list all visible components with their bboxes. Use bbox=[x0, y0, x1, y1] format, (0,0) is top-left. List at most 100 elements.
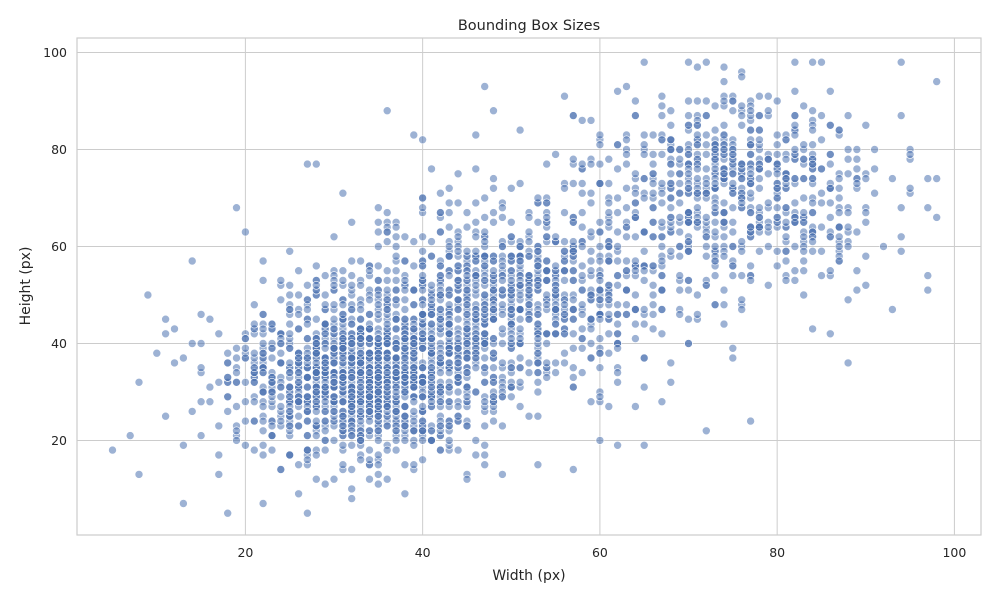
data-point bbox=[329, 358, 339, 368]
data-point bbox=[400, 232, 410, 242]
data-point bbox=[719, 319, 729, 329]
data-point bbox=[604, 154, 614, 164]
data-point bbox=[258, 387, 268, 397]
data-point bbox=[285, 421, 295, 431]
data-point bbox=[196, 339, 206, 348]
data-point bbox=[843, 295, 853, 305]
data-point bbox=[329, 436, 339, 445]
data-point bbox=[418, 436, 427, 445]
data-point bbox=[294, 421, 303, 431]
data-point bbox=[613, 87, 622, 96]
data-point bbox=[232, 353, 241, 363]
data-point bbox=[542, 256, 552, 266]
data-point bbox=[524, 271, 534, 280]
data-point bbox=[710, 125, 720, 135]
data-point bbox=[586, 227, 596, 237]
data-point bbox=[701, 242, 711, 251]
data-point bbox=[648, 290, 658, 300]
data-point bbox=[639, 227, 649, 237]
data-point bbox=[196, 310, 206, 319]
data-point bbox=[480, 213, 490, 222]
data-point bbox=[436, 290, 445, 300]
data-point bbox=[382, 227, 392, 237]
data-point bbox=[311, 358, 321, 368]
data-point bbox=[311, 368, 321, 377]
data-point bbox=[241, 440, 250, 450]
data-point bbox=[338, 276, 348, 285]
data-point bbox=[648, 310, 658, 319]
data-point bbox=[498, 392, 507, 402]
data-point bbox=[834, 222, 844, 232]
data-point bbox=[586, 198, 596, 208]
data-point bbox=[622, 300, 631, 310]
data-point bbox=[657, 179, 667, 188]
data-point bbox=[560, 256, 569, 266]
data-point bbox=[347, 256, 357, 266]
data-point bbox=[453, 373, 463, 382]
data-point bbox=[755, 91, 764, 101]
data-point bbox=[577, 242, 587, 251]
data-point bbox=[276, 382, 286, 392]
data-point bbox=[710, 242, 720, 251]
data-point bbox=[631, 232, 640, 242]
data-point bbox=[551, 285, 560, 295]
data-point bbox=[701, 179, 711, 188]
data-point bbox=[675, 285, 685, 295]
data-point bbox=[373, 290, 383, 300]
data-point bbox=[675, 310, 685, 319]
data-point bbox=[418, 271, 427, 280]
data-point bbox=[648, 280, 658, 290]
data-point bbox=[276, 392, 286, 402]
data-point bbox=[693, 290, 702, 300]
data-point bbox=[657, 305, 667, 314]
data-point bbox=[577, 271, 587, 280]
data-point bbox=[285, 382, 295, 392]
data-point bbox=[170, 358, 179, 368]
data-point bbox=[595, 227, 605, 237]
data-point bbox=[329, 392, 339, 402]
data-point bbox=[533, 411, 543, 421]
data-point bbox=[542, 276, 552, 285]
data-point bbox=[232, 436, 241, 445]
data-point bbox=[471, 334, 481, 343]
data-point bbox=[728, 218, 738, 227]
data-point bbox=[657, 198, 667, 208]
data-point bbox=[427, 237, 436, 246]
data-point bbox=[631, 319, 640, 329]
data-point bbox=[214, 421, 224, 431]
data-point bbox=[710, 256, 720, 266]
data-point bbox=[391, 368, 401, 377]
data-point bbox=[648, 130, 658, 140]
data-point bbox=[418, 392, 427, 402]
data-point bbox=[613, 256, 622, 266]
data-point bbox=[489, 285, 498, 295]
data-point bbox=[356, 256, 365, 266]
data-point bbox=[320, 300, 330, 310]
data-point bbox=[613, 164, 622, 174]
data-point bbox=[427, 436, 436, 445]
data-point bbox=[666, 358, 676, 368]
data-point bbox=[347, 392, 357, 402]
data-point bbox=[347, 319, 357, 329]
data-point bbox=[560, 348, 569, 358]
data-point bbox=[373, 411, 383, 421]
data-point bbox=[267, 319, 277, 329]
data-point bbox=[693, 174, 702, 183]
data-point bbox=[250, 319, 259, 329]
data-point bbox=[258, 348, 268, 358]
x-tick-label: 60 bbox=[592, 545, 608, 560]
data-point bbox=[577, 208, 587, 217]
data-point bbox=[515, 256, 525, 266]
data-point bbox=[223, 392, 232, 402]
data-point bbox=[347, 465, 357, 474]
data-point bbox=[684, 111, 693, 120]
data-point bbox=[604, 242, 614, 251]
data-point bbox=[728, 188, 738, 198]
data-point bbox=[817, 198, 826, 208]
data-point bbox=[409, 363, 419, 373]
data-point bbox=[772, 96, 782, 106]
data-point bbox=[710, 218, 720, 227]
data-point bbox=[728, 179, 738, 188]
data-point bbox=[710, 227, 720, 237]
data-point bbox=[595, 334, 605, 343]
